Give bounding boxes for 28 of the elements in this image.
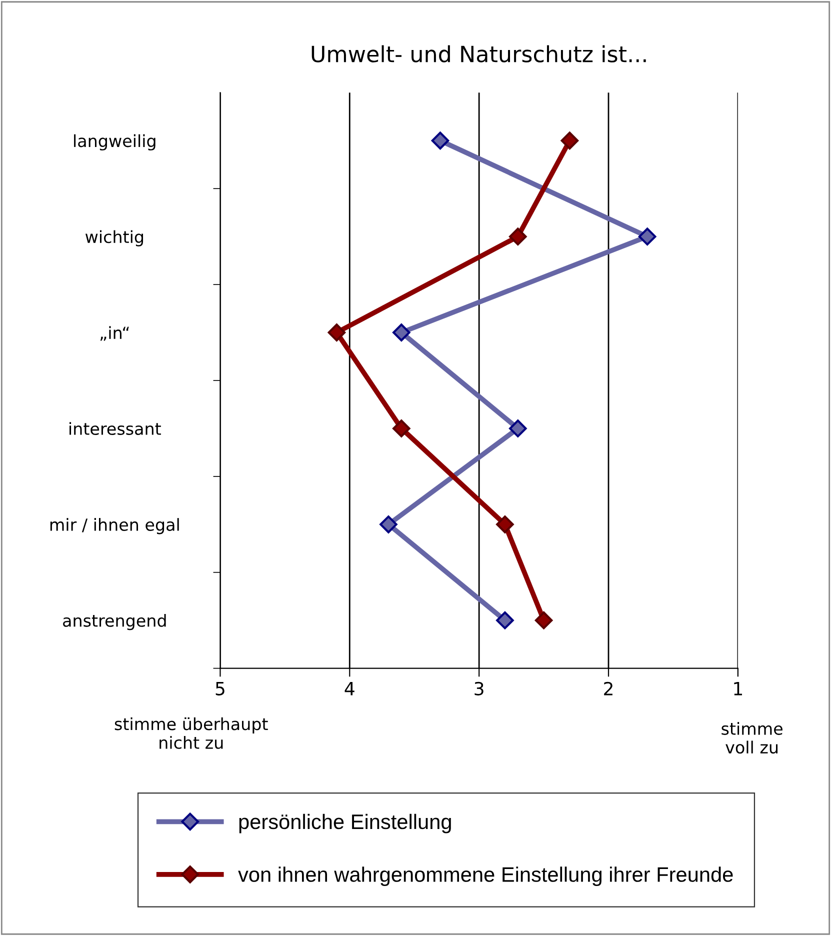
legend-label: persönliche Einstellung <box>239 814 451 834</box>
y-tick-label: langweilig <box>74 134 156 150</box>
point <box>380 515 398 534</box>
point <box>392 324 410 342</box>
point <box>534 611 553 630</box>
text: stimme überhaupt nicht zu <box>114 717 268 749</box>
x-tick-label: 5 <box>216 682 224 696</box>
point <box>392 420 410 438</box>
text: stimme voll zu <box>722 722 782 754</box>
y-tick-label: wichtig <box>85 230 144 246</box>
x-tick-label: 2 <box>604 682 612 696</box>
point <box>496 515 514 534</box>
point <box>509 420 527 438</box>
point <box>496 611 514 630</box>
x-tick-label: 4 <box>344 682 354 696</box>
x-tick-label: 3 <box>474 682 484 696</box>
point <box>431 132 450 150</box>
point <box>560 132 579 150</box>
y-tick-label: „in“ <box>100 326 129 341</box>
x-tick-label: 1 <box>734 682 742 696</box>
y-tick-label: interessant <box>70 422 161 436</box>
y-tick-label: anstrengend <box>63 614 166 630</box>
y-tick-label: mir / ihnen egal <box>50 518 179 534</box>
legend-label: von ihnen wahrgenommene Einstellung ihrer Freunde <box>238 866 733 886</box>
chart-title: Umwelt- und Naturschutz ist... <box>312 45 646 62</box>
point <box>328 324 346 342</box>
point <box>638 228 656 246</box>
point <box>509 228 527 246</box>
